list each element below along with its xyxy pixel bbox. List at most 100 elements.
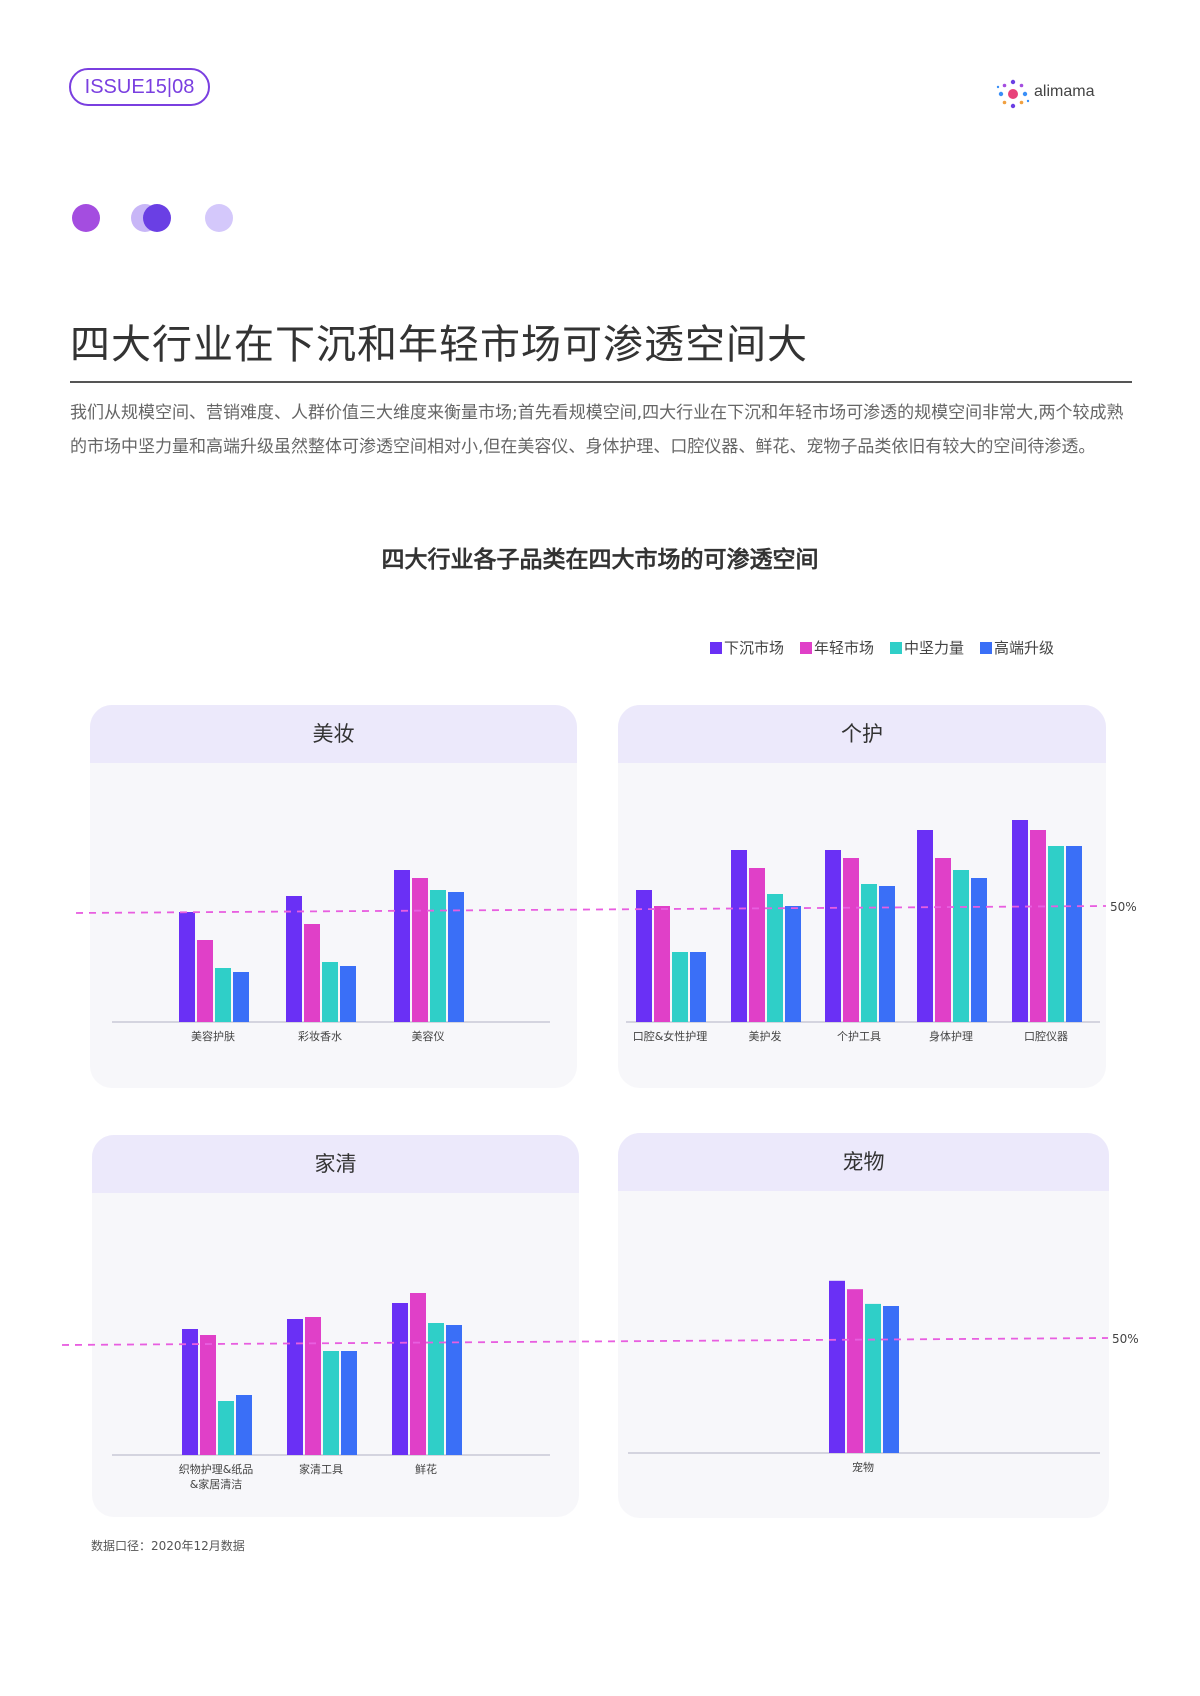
reference-line-label: 50% — [1110, 900, 1137, 914]
bar-1 — [304, 924, 320, 1022]
issue-badge: ISSUE15|08 — [69, 68, 210, 106]
bar-2 — [1048, 846, 1064, 1022]
bar-2 — [861, 884, 877, 1022]
bar-0 — [636, 890, 652, 1022]
bar-3 — [446, 1325, 462, 1455]
x-tick-label: 美容仪 — [412, 1029, 445, 1043]
intro-paragraph: 我们从规模空间、营销难度、人群价值三大维度来衡量市场;首先看规模空间,四大行业在… — [70, 403, 1124, 457]
bar-3 — [340, 966, 356, 1022]
legend-swatch — [890, 641, 903, 654]
legend-label: 高端升级 — [994, 639, 1055, 657]
decor-dot-3 — [205, 204, 233, 232]
bar-1 — [749, 868, 765, 1022]
bar-1 — [197, 940, 213, 1022]
bar-1 — [410, 1293, 426, 1455]
legend-item-mid: 中坚力量 — [890, 637, 964, 658]
x-tick-label: &家居清洁 — [190, 1477, 243, 1491]
legend-label: 下沉市场 — [724, 639, 785, 657]
x-tick-label: 美护发 — [749, 1029, 782, 1043]
bar-2 — [865, 1303, 881, 1453]
logo-text: alimama — [1034, 83, 1095, 100]
bar-1 — [847, 1289, 863, 1453]
legend-item-young: 年轻市场 — [800, 637, 874, 658]
bar-2 — [672, 952, 688, 1022]
bar-2 — [218, 1401, 234, 1455]
bar-2 — [215, 968, 231, 1022]
bar-2 — [322, 962, 338, 1022]
bar-0 — [287, 1319, 303, 1455]
bar-3 — [341, 1351, 357, 1455]
logo-icon — [996, 79, 1030, 109]
bar-3 — [1066, 846, 1082, 1022]
bar-2 — [428, 1323, 444, 1455]
decor-dot-1 — [72, 204, 100, 232]
bar-chart-home-cleaning: 织物护理&纸品&家居清洁 家清工具 鲜花 — [112, 1293, 550, 1491]
decor-dot-2b — [143, 204, 171, 232]
bar-0 — [1012, 820, 1028, 1022]
legend-swatch — [800, 641, 813, 654]
bar-0 — [179, 912, 195, 1022]
alimama-logo: alimama — [996, 76, 1126, 112]
panel-title: 宠物 — [618, 1133, 1109, 1191]
bar-chart-pets: 宠物 — [628, 1280, 1100, 1474]
bar-0 — [182, 1329, 198, 1455]
bar-0 — [917, 830, 933, 1022]
bar-0 — [392, 1303, 408, 1455]
panel-home-cleaning: 家清 织物护理&纸品 &家居清洁 家清工具 鲜花 — [92, 1135, 579, 1517]
page-title: 四大行业在下沉和年轻市场可渗透空间大 — [70, 322, 808, 368]
x-tick-label: 口腔仪器 — [1024, 1029, 1068, 1043]
bar-0 — [286, 896, 302, 1022]
panel-title: 美妆 — [90, 705, 577, 763]
panel-pets: 宠物 宠物 — [618, 1133, 1109, 1518]
bar-2 — [430, 890, 446, 1022]
bar-1 — [935, 858, 951, 1022]
bar-3 — [448, 892, 464, 1022]
bar-3 — [879, 886, 895, 1022]
x-tick-label: 鲜花 — [415, 1462, 437, 1476]
bar-3 — [785, 906, 801, 1022]
bar-3 — [236, 1395, 252, 1455]
bar-0 — [829, 1280, 845, 1453]
bar-0 — [825, 850, 841, 1022]
bar-2 — [767, 894, 783, 1022]
x-tick-label: 个护工具 — [837, 1029, 881, 1043]
bar-3 — [971, 878, 987, 1022]
bar-0 — [731, 850, 747, 1022]
bar-chart-beauty: 美容护肤 彩妆香水 美容仪 — [112, 870, 550, 1043]
x-tick-label: 彩妆香水 — [298, 1030, 342, 1043]
legend-label: 年轻市场 — [814, 639, 875, 657]
panel-title: 个护 — [618, 705, 1106, 763]
bar-1 — [1030, 830, 1046, 1022]
bar-1 — [654, 906, 670, 1022]
x-tick-label: 美容护肤 — [191, 1029, 235, 1043]
legend-swatch — [710, 641, 722, 654]
bar-1 — [412, 878, 428, 1022]
bar-1 — [305, 1317, 321, 1455]
chart-legend: 下沉市场 年轻市场 中坚力量 高端升级 — [710, 637, 1054, 658]
bar-chart-personal-care: 口腔&女性护理 美护发 个护工具 身体护理 口腔仪器 — [626, 820, 1100, 1043]
chart-title: 四大行业各子品类在四大市场的可渗透空间 — [381, 547, 819, 573]
panel-personal-care: 个护 口腔&女性护理 美护发 个护工具 身体护理 口腔仪器 — [618, 705, 1106, 1088]
footnote: 数据口径：2020年12月数据 — [91, 1539, 245, 1553]
legend-item-lower-tier: 下沉市场 — [710, 637, 784, 658]
bar-3 — [883, 1306, 899, 1453]
bar-1 — [200, 1335, 216, 1455]
legend-label: 中坚力量 — [904, 639, 965, 657]
x-tick-label: 口腔&女性护理 — [633, 1029, 708, 1043]
panel-beauty: 美妆 美容护肤 彩妆香水 美容仪 — [90, 705, 577, 1088]
x-tick-label: 宠物 — [852, 1460, 874, 1474]
title-divider — [70, 381, 1132, 383]
x-tick-label: 身体护理 — [929, 1029, 973, 1043]
reference-line-label: 50% — [1112, 1332, 1139, 1346]
legend-swatch — [980, 641, 993, 654]
bar-2 — [953, 870, 969, 1022]
bar-3 — [690, 952, 706, 1022]
panel-title: 家清 — [92, 1135, 579, 1193]
bar-3 — [233, 972, 249, 1022]
x-tick-label: 织物护理&纸品 — [179, 1462, 254, 1476]
legend-item-premium: 高端升级 — [980, 637, 1054, 658]
bar-2 — [323, 1351, 339, 1455]
bar-0 — [394, 870, 410, 1022]
bar-1 — [843, 858, 859, 1022]
x-tick-label: 家清工具 — [299, 1462, 343, 1476]
